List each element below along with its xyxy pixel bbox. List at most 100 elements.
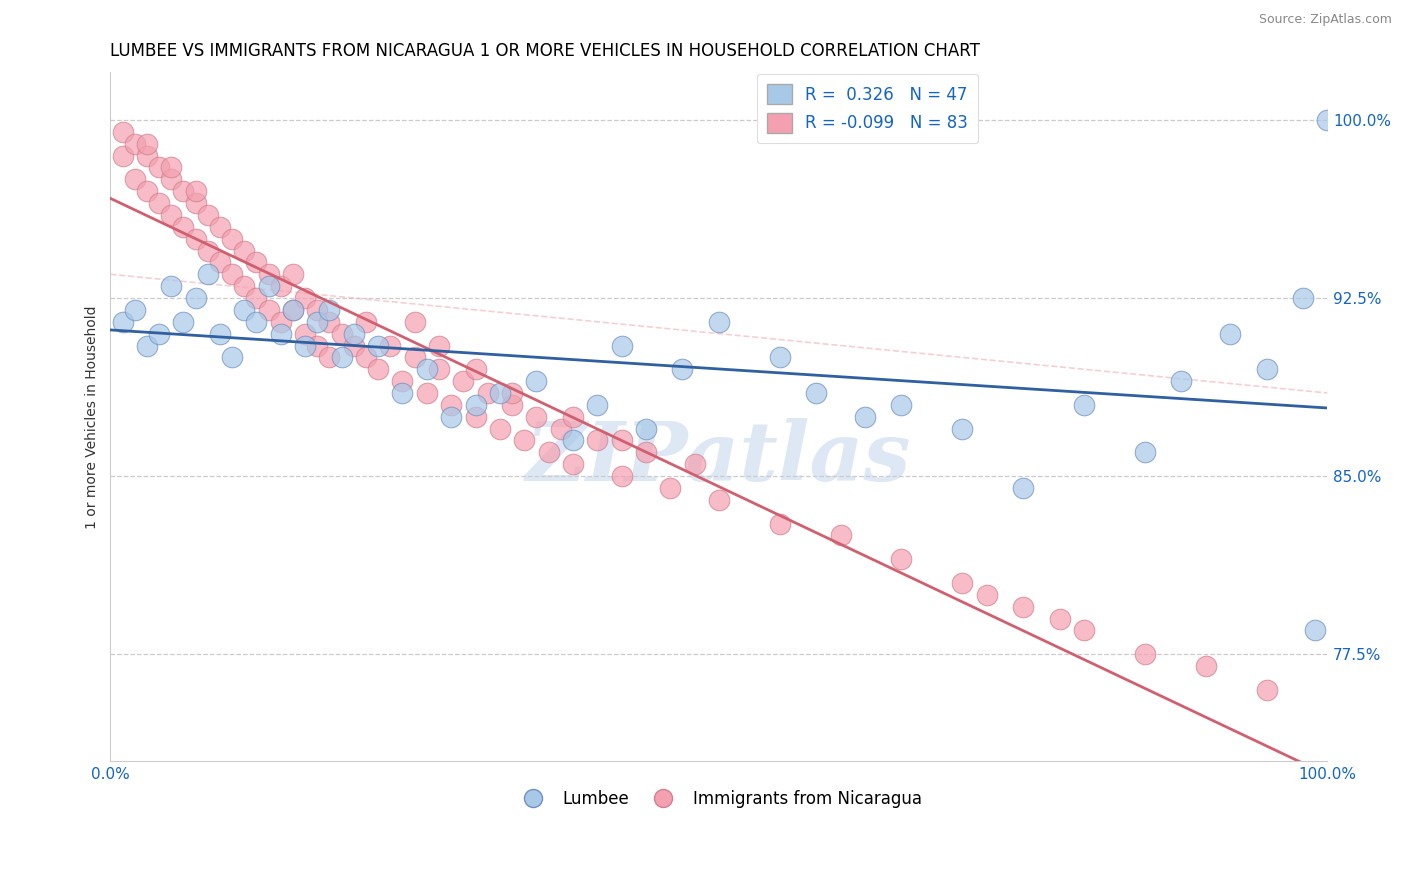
Point (806, 386, 828, 401)
Point (111, 148, 134, 162)
Point (197, 208, 219, 222)
Point (281, 302, 304, 317)
Point (148, 161, 170, 175)
Point (135, 136, 157, 151)
Point (1170, 374, 1192, 388)
Point (330, 351, 353, 365)
Point (1073, 624, 1095, 638)
Point (561, 409, 583, 424)
Point (111, 315, 134, 329)
Legend: Lumbee, Immigrants from Nicaragua: Lumbee, Immigrants from Nicaragua (509, 783, 928, 814)
Point (427, 362, 450, 376)
Point (1133, 445, 1156, 459)
Point (453, 374, 475, 388)
Point (172, 184, 194, 198)
Point (307, 338, 329, 352)
Point (683, 457, 706, 471)
Point (1292, 291, 1315, 305)
Point (440, 409, 463, 424)
Point (160, 279, 183, 293)
Point (380, 338, 402, 352)
Text: ZIPatlas: ZIPatlas (526, 418, 911, 498)
Point (561, 457, 583, 471)
Point (221, 351, 243, 365)
Point (890, 552, 912, 566)
Point (111, 125, 134, 139)
Point (318, 315, 340, 329)
Point (160, 208, 183, 222)
Point (233, 244, 256, 258)
Point (537, 445, 560, 459)
Point (172, 315, 194, 329)
Point (184, 184, 207, 198)
Point (440, 398, 463, 412)
Point (769, 351, 792, 365)
Point (950, 422, 973, 436)
Point (561, 434, 583, 448)
Point (634, 422, 657, 436)
Point (1256, 682, 1278, 697)
Point (524, 409, 547, 424)
Point (1316, 112, 1339, 127)
Point (1195, 659, 1218, 673)
Point (245, 291, 267, 305)
Y-axis label: 1 or more Vehicles in Household: 1 or more Vehicles in Household (86, 305, 100, 528)
Point (124, 136, 146, 151)
Point (391, 374, 413, 388)
Point (124, 302, 146, 317)
Point (148, 326, 170, 341)
Point (550, 422, 572, 436)
Point (1256, 362, 1278, 376)
Point (707, 492, 730, 507)
Point (830, 528, 852, 542)
Point (489, 386, 512, 401)
Point (160, 172, 183, 186)
Point (245, 255, 267, 269)
Point (671, 362, 693, 376)
Point (318, 351, 340, 365)
Point (233, 302, 256, 317)
Point (318, 302, 340, 317)
Point (257, 267, 280, 281)
Point (135, 184, 157, 198)
Point (270, 326, 292, 341)
Point (245, 315, 267, 329)
Point (135, 338, 157, 352)
Point (634, 445, 657, 459)
Point (330, 326, 353, 341)
Point (172, 219, 194, 234)
Point (354, 351, 377, 365)
Point (354, 315, 377, 329)
Point (208, 255, 231, 269)
Point (343, 326, 366, 341)
Point (208, 219, 231, 234)
Point (513, 434, 536, 448)
Point (197, 267, 219, 281)
Text: LUMBEE VS IMMIGRANTS FROM NICARAGUA 1 OR MORE VEHICLES IN HOUSEHOLD CORRELATION : LUMBEE VS IMMIGRANTS FROM NICARAGUA 1 OR… (111, 42, 980, 60)
Point (124, 172, 146, 186)
Point (197, 244, 219, 258)
Point (1219, 326, 1241, 341)
Point (404, 351, 426, 365)
Point (610, 338, 633, 352)
Point (464, 398, 486, 412)
Point (294, 338, 316, 352)
Point (489, 422, 512, 436)
Point (1073, 398, 1095, 412)
Point (221, 232, 243, 246)
Point (610, 469, 633, 483)
Point (184, 291, 207, 305)
Point (270, 279, 292, 293)
Point (524, 374, 547, 388)
Point (464, 362, 486, 376)
Point (1303, 624, 1326, 638)
Point (307, 315, 329, 329)
Point (257, 279, 280, 293)
Point (270, 315, 292, 329)
Point (148, 196, 170, 211)
Point (281, 267, 304, 281)
Point (416, 386, 439, 401)
Point (1133, 647, 1156, 661)
Point (184, 232, 207, 246)
Point (586, 434, 609, 448)
